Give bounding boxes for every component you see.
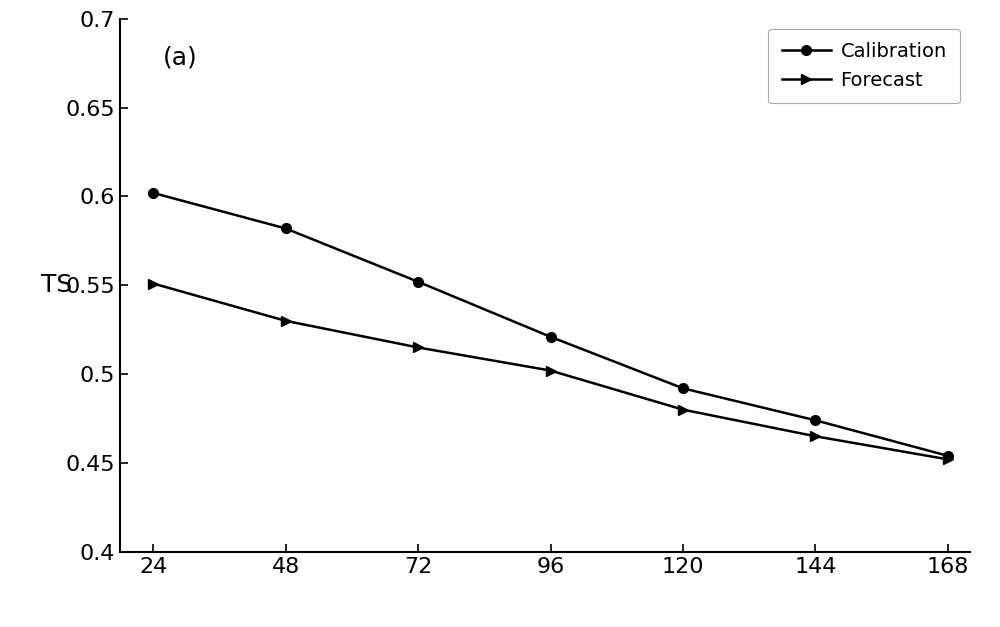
Forecast	[545, 367, 557, 374]
Text: (a): (a)	[162, 46, 197, 70]
Calibration	[280, 224, 292, 232]
Forecast	[280, 317, 292, 325]
Calibration	[545, 333, 557, 340]
Forecast	[147, 280, 159, 287]
Calibration	[942, 452, 954, 460]
Y-axis label: TS: TS	[41, 273, 73, 297]
Calibration	[147, 189, 159, 197]
Forecast	[677, 406, 689, 413]
Line: Calibration: Calibration	[148, 188, 953, 461]
Line: Forecast: Forecast	[148, 278, 953, 464]
Legend: Calibration, Forecast: Calibration, Forecast	[768, 29, 960, 103]
Forecast	[942, 456, 954, 463]
Forecast	[809, 433, 821, 440]
Calibration	[809, 416, 821, 424]
Calibration	[677, 384, 689, 392]
Calibration	[412, 278, 424, 285]
Forecast	[412, 344, 424, 351]
